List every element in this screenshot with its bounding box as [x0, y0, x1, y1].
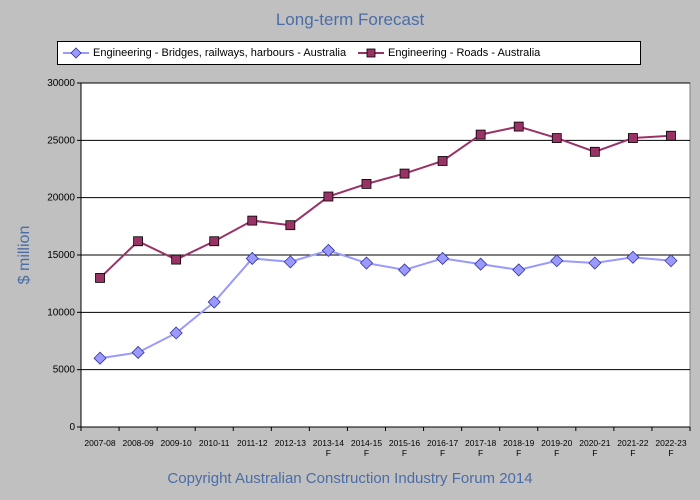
x-tick-label: F — [440, 448, 445, 458]
data-point-diamond — [474, 257, 488, 271]
data-point-diamond — [131, 345, 145, 360]
data-point-square — [475, 129, 486, 140]
y-tick-label: 5000 — [53, 365, 76, 376]
y-axis-label: $ million — [16, 226, 33, 285]
x-tick-label: 2010-11 — [199, 438, 230, 448]
legend-square-marker-icon — [358, 48, 384, 58]
x-tick-label: F — [516, 448, 521, 458]
chart-legend: Engineering - Bridges, railways, harbour… — [57, 41, 641, 65]
chart-title: Long-term Forecast — [275, 10, 425, 29]
series-line-2 — [99, 125, 672, 279]
data-point-square — [513, 121, 524, 132]
x-tick-label: F — [592, 448, 597, 458]
data-point-square — [285, 220, 296, 231]
series-line-1 — [99, 249, 672, 360]
data-point-diamond — [359, 256, 374, 270]
x-tick-label: F — [326, 448, 331, 458]
data-point-diamond — [283, 255, 297, 269]
y-tick-label: 20000 — [47, 193, 75, 204]
x-tick-label: 2015-16 — [389, 438, 420, 448]
data-point-square — [247, 215, 258, 226]
x-tick-label: F — [478, 448, 483, 458]
x-tick-label: 2011-12 — [237, 438, 268, 448]
data-point-square — [171, 254, 182, 265]
data-point-square — [361, 179, 372, 189]
x-tick-label: 2007-08 — [84, 438, 115, 448]
x-tick-label: 2017-18 — [465, 438, 496, 448]
x-tick-label: 2013-14 — [313, 438, 344, 448]
data-point-square — [209, 236, 220, 247]
x-tick-label: 2009-10 — [161, 438, 192, 448]
x-tick-label: 2020-21 — [579, 438, 610, 448]
data-point-diamond — [588, 256, 602, 270]
data-point-diamond — [436, 251, 450, 266]
y-tick-label: 25000 — [47, 135, 75, 146]
data-point-diamond — [207, 295, 221, 309]
data-point-diamond — [321, 243, 335, 257]
data-point-square — [437, 156, 448, 166]
data-point-diamond — [550, 254, 564, 268]
x-tick-label: 2012-13 — [275, 438, 306, 448]
y-tick-label: 10000 — [47, 307, 75, 318]
data-point-square — [589, 146, 600, 157]
x-tick-label: 2014-15 — [351, 438, 382, 448]
data-point-diamond — [245, 251, 259, 266]
y-tick-label: 15000 — [47, 250, 75, 261]
data-point-square — [95, 273, 105, 283]
copyright-text: Copyright Australian Construction Indust… — [167, 470, 533, 487]
data-point-square — [399, 168, 410, 179]
legend-label-bridges: Engineering - Bridges, railways, harbour… — [93, 47, 347, 59]
data-point-square — [323, 191, 334, 202]
x-tick-label: 2018-19 — [503, 438, 534, 448]
x-tick-label: 2021-22 — [617, 438, 648, 448]
data-point-square — [133, 236, 143, 247]
legend-item-roads: Engineering - Roads - Australia — [358, 42, 540, 64]
x-tick-label: F — [630, 448, 635, 458]
data-point-diamond — [93, 351, 107, 365]
x-tick-label: 2019-20 — [541, 438, 572, 448]
y-tick-label: 30000 — [47, 78, 75, 89]
x-tick-label: F — [402, 448, 407, 458]
legend-item-bridges: Engineering - Bridges, railways, harbour… — [63, 42, 346, 64]
x-tick-label: 2016-17 — [427, 438, 458, 448]
x-tick-label: F — [364, 448, 369, 458]
data-point-square — [666, 130, 676, 141]
legend-diamond-marker-icon — [63, 47, 89, 59]
x-tick-label: F — [554, 448, 559, 458]
x-tick-label: 2008-09 — [122, 438, 153, 448]
data-point-diamond — [512, 263, 526, 277]
x-tick-label: F — [668, 448, 673, 458]
x-tick-label: 2022-23 — [655, 438, 686, 448]
data-point-diamond — [664, 254, 678, 268]
data-point-square — [628, 133, 638, 143]
y-tick-label: 0 — [69, 422, 75, 433]
legend-label-roads: Engineering - Roads - Australia — [388, 47, 541, 59]
data-point-square — [551, 133, 562, 143]
data-point-diamond — [169, 326, 183, 340]
data-point-diamond — [397, 263, 412, 277]
data-point-diamond — [626, 250, 640, 264]
